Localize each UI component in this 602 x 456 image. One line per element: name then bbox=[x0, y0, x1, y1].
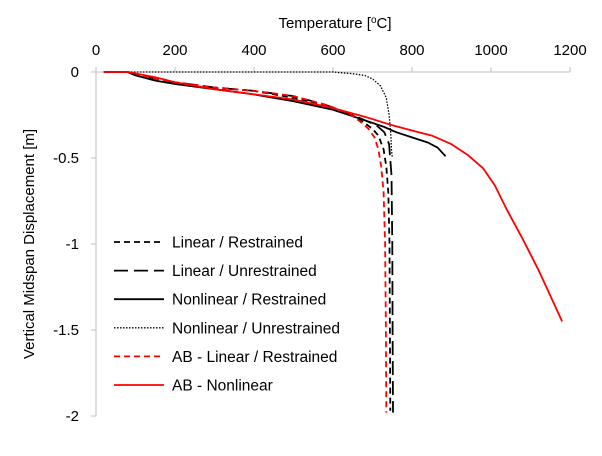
legend: Linear / Restrained Linear / Unrestrained… bbox=[114, 235, 340, 395]
x-axis-title: Temperature [oC] bbox=[278, 15, 391, 33]
series-line-2 bbox=[103, 71, 394, 413]
legend-label-2: Linear / Unrestrained bbox=[172, 263, 317, 280]
x-axis-title-sup: o bbox=[371, 15, 377, 26]
y-tick-label: -1 bbox=[66, 236, 79, 253]
plot-area: 0 200 400 600 800 1000 1200 0 -0.5 -1 -1.5 -2 bbox=[53, 42, 587, 425]
legend-label-4: Nonlinear / Unrestrained bbox=[172, 320, 340, 337]
x-tick-label: 600 bbox=[320, 42, 345, 59]
x-axis-title-pre: Temperature [ bbox=[278, 15, 371, 32]
legend-label-5: AB - Linear / Restrained bbox=[172, 349, 337, 366]
series-line-5 bbox=[103, 71, 388, 413]
y-tick-label: 0 bbox=[71, 64, 79, 81]
x-axis-title-post: C] bbox=[377, 15, 392, 32]
y-tick-label: -0.5 bbox=[53, 150, 79, 167]
x-tick-label: 200 bbox=[162, 42, 187, 59]
series-line-6 bbox=[103, 71, 563, 322]
series-line-4 bbox=[103, 71, 393, 159]
x-tick-label: 0 bbox=[92, 42, 100, 59]
x-tick-label: 1000 bbox=[474, 42, 507, 59]
x-tick-label: 400 bbox=[241, 42, 266, 59]
y-tick-label: -1.5 bbox=[53, 322, 79, 339]
y-tick-label: -2 bbox=[66, 408, 79, 425]
series-line-3 bbox=[103, 71, 447, 157]
x-tick-label: 1200 bbox=[553, 42, 586, 59]
legend-label-3: Nonlinear / Restrained bbox=[172, 292, 326, 309]
y-axis-title: Vertical Midspan Displacement [m] bbox=[21, 129, 38, 359]
series-layer bbox=[103, 71, 563, 413]
legend-label-1: Linear / Restrained bbox=[172, 235, 303, 252]
x-tick-label: 800 bbox=[399, 42, 424, 59]
legend-label-6: AB - Nonlinear bbox=[172, 378, 273, 395]
